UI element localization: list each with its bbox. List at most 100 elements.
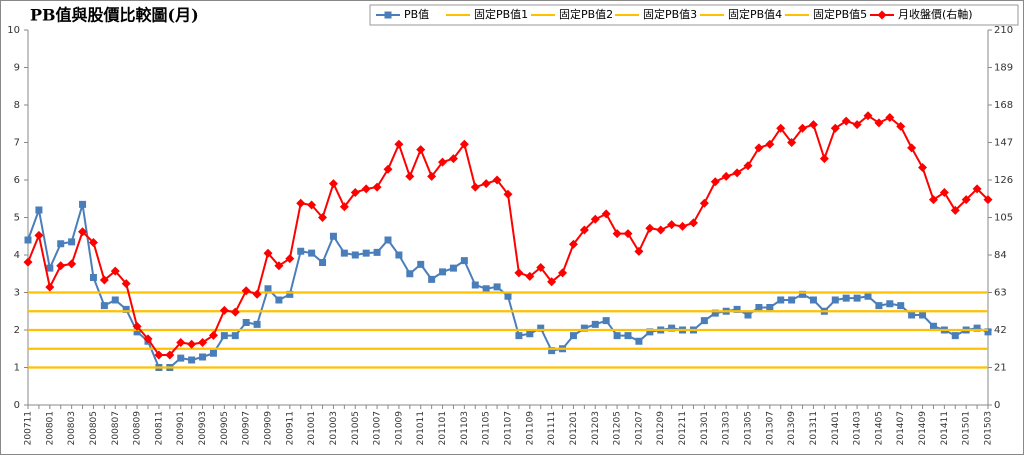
point [154,350,164,360]
y2-tick-label: 210 [994,25,1013,36]
point [209,349,217,357]
point [928,195,938,205]
x-tick-label: 201203 [591,411,601,445]
y2-tick-label: 42 [994,325,1007,336]
legend-label: 固定PB值3 [643,7,697,21]
point [907,143,917,153]
point [438,157,448,167]
point [864,292,872,300]
point [492,175,502,185]
point [950,205,960,215]
point [57,240,65,248]
x-tick-label: 201211 [678,411,688,445]
x-tick-label: 200809 [133,411,143,446]
point [733,305,741,313]
x-tick-label: 201407 [896,411,906,445]
x-tick-label: 200909 [264,411,274,446]
point [623,229,633,239]
point [176,338,186,347]
point [242,319,250,326]
y2-tick-label: 84 [994,250,1007,261]
point [579,225,589,235]
point [428,275,436,283]
point [897,302,905,310]
point [88,238,98,247]
x-tick-label: 201205 [613,411,623,445]
point [143,334,153,344]
point [111,296,119,304]
x-tick-label: 201107 [504,411,514,445]
point [427,171,437,181]
point [187,339,197,349]
point [984,328,992,336]
legend-label: 固定PB值1 [474,7,528,21]
point [699,198,709,208]
point [874,118,884,128]
point [285,254,295,264]
point [515,332,523,340]
point [416,145,426,155]
x-tick-label: 200811 [154,411,164,445]
x-tick-label: 200911 [285,411,295,445]
point [896,121,906,131]
point [372,182,382,192]
point [132,321,142,331]
point [819,154,829,164]
x-tick-label: 201201 [569,411,579,445]
point [841,116,851,126]
x-tick-label: 201207 [634,411,644,445]
x-tick-label: 201007 [373,411,383,445]
point [504,292,512,300]
point [787,138,797,147]
x-tick-label: 201303 [722,411,732,445]
point [34,230,44,240]
legend-marker [877,10,887,20]
x-tick-label: 200805 [89,411,99,445]
x-tick-label: 201501 [962,411,972,445]
point [908,311,916,319]
point [799,290,807,298]
point [459,139,469,149]
point [45,282,55,292]
point [983,195,993,205]
x-tick-label: 201109 [525,411,535,446]
y2-tick-label: 105 [994,213,1013,224]
y2-tick-label: 189 [994,63,1013,74]
point [307,200,317,210]
point [547,277,557,287]
point [885,113,895,122]
point [56,261,66,271]
x-tick-label: 201003 [329,411,339,445]
point [274,261,284,271]
point [613,332,621,340]
point [493,283,501,291]
x-tick-label: 201001 [307,411,317,445]
point [351,251,359,259]
point [340,249,348,257]
x-tick-label: 200803 [67,411,77,445]
x-tick-label: 200711 [24,411,34,445]
x-tick-label: 201005 [351,411,361,445]
point [646,328,654,336]
y2-tick-label: 126 [994,175,1013,186]
point [645,223,655,233]
point [809,296,817,304]
point [569,332,577,340]
y-tick-label: 0 [14,400,20,411]
point [678,221,688,231]
point [231,332,239,340]
point [165,350,175,360]
point [624,332,632,340]
point [198,338,208,347]
point [23,257,33,267]
point [448,154,458,164]
point [297,247,305,255]
point [373,248,381,256]
y-tick-label: 6 [14,175,20,186]
point [24,236,32,244]
point [78,227,88,237]
x-tick-label: 201301 [700,411,710,445]
point [362,249,370,257]
point [525,271,535,281]
point [601,209,611,219]
